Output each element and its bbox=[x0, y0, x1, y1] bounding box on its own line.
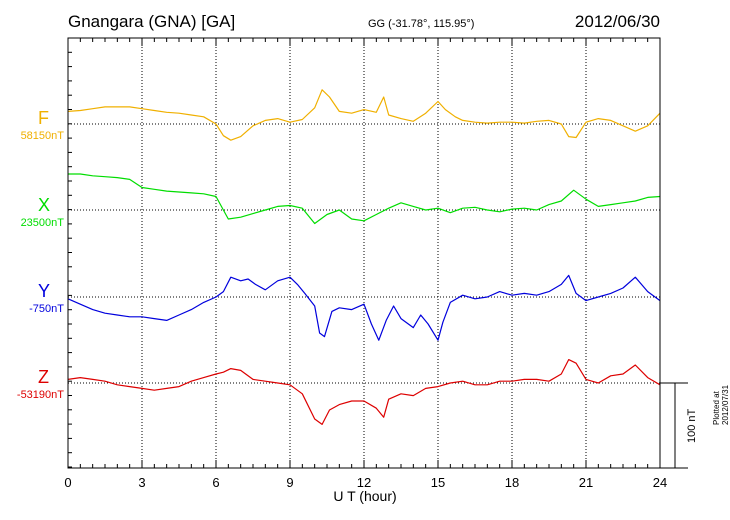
channel-baseline-z: -53190nT bbox=[16, 389, 64, 401]
x-axis-title: U T (hour) bbox=[333, 488, 397, 504]
channel-label-x: X bbox=[38, 195, 51, 215]
scale-label: 100 nT bbox=[686, 408, 698, 443]
channel-baseline-x: 23500nT bbox=[20, 217, 64, 229]
plotted-note: Plotted at 2012/07/31 01:25 UT bbox=[712, 384, 730, 425]
series-line-f bbox=[67, 89, 661, 141]
channel-label-f: F bbox=[38, 108, 49, 128]
axis-ticks bbox=[67, 38, 661, 468]
series-line-y bbox=[67, 274, 661, 341]
plot-frame bbox=[67, 37, 661, 469]
x-tick-label: 21 bbox=[579, 475, 593, 490]
x-tick-label: 24 bbox=[653, 475, 667, 490]
series-line-z bbox=[67, 359, 661, 425]
grid bbox=[68, 38, 660, 468]
channel-baseline-f: 58150nT bbox=[20, 130, 64, 142]
series-line-x bbox=[68, 173, 661, 225]
x-tick-labels: 0 3 6 9 12 15 18 21 24 bbox=[64, 475, 667, 490]
x-tick-label: 18 bbox=[505, 475, 519, 490]
coordinate-label: GG (-31.78°, 115.95°) bbox=[368, 18, 475, 30]
channel-label-y: Y bbox=[38, 281, 51, 301]
x-tick-label: 6 bbox=[212, 475, 219, 490]
x-tick-label: 3 bbox=[138, 475, 145, 490]
date-label: 2012/06/30 bbox=[574, 12, 660, 31]
scale-bar bbox=[660, 382, 688, 469]
x-tick-label: 12 bbox=[357, 475, 371, 490]
channel-label-z: Z bbox=[38, 367, 49, 387]
channel-baseline-y: -750nT bbox=[29, 303, 64, 315]
x-tick-label: 0 bbox=[64, 475, 71, 490]
traces bbox=[67, 89, 661, 425]
station-title: Gnangara (GNA) [GA] bbox=[68, 12, 236, 31]
x-tick-label: 9 bbox=[286, 475, 293, 490]
x-tick-label: 15 bbox=[431, 475, 445, 490]
